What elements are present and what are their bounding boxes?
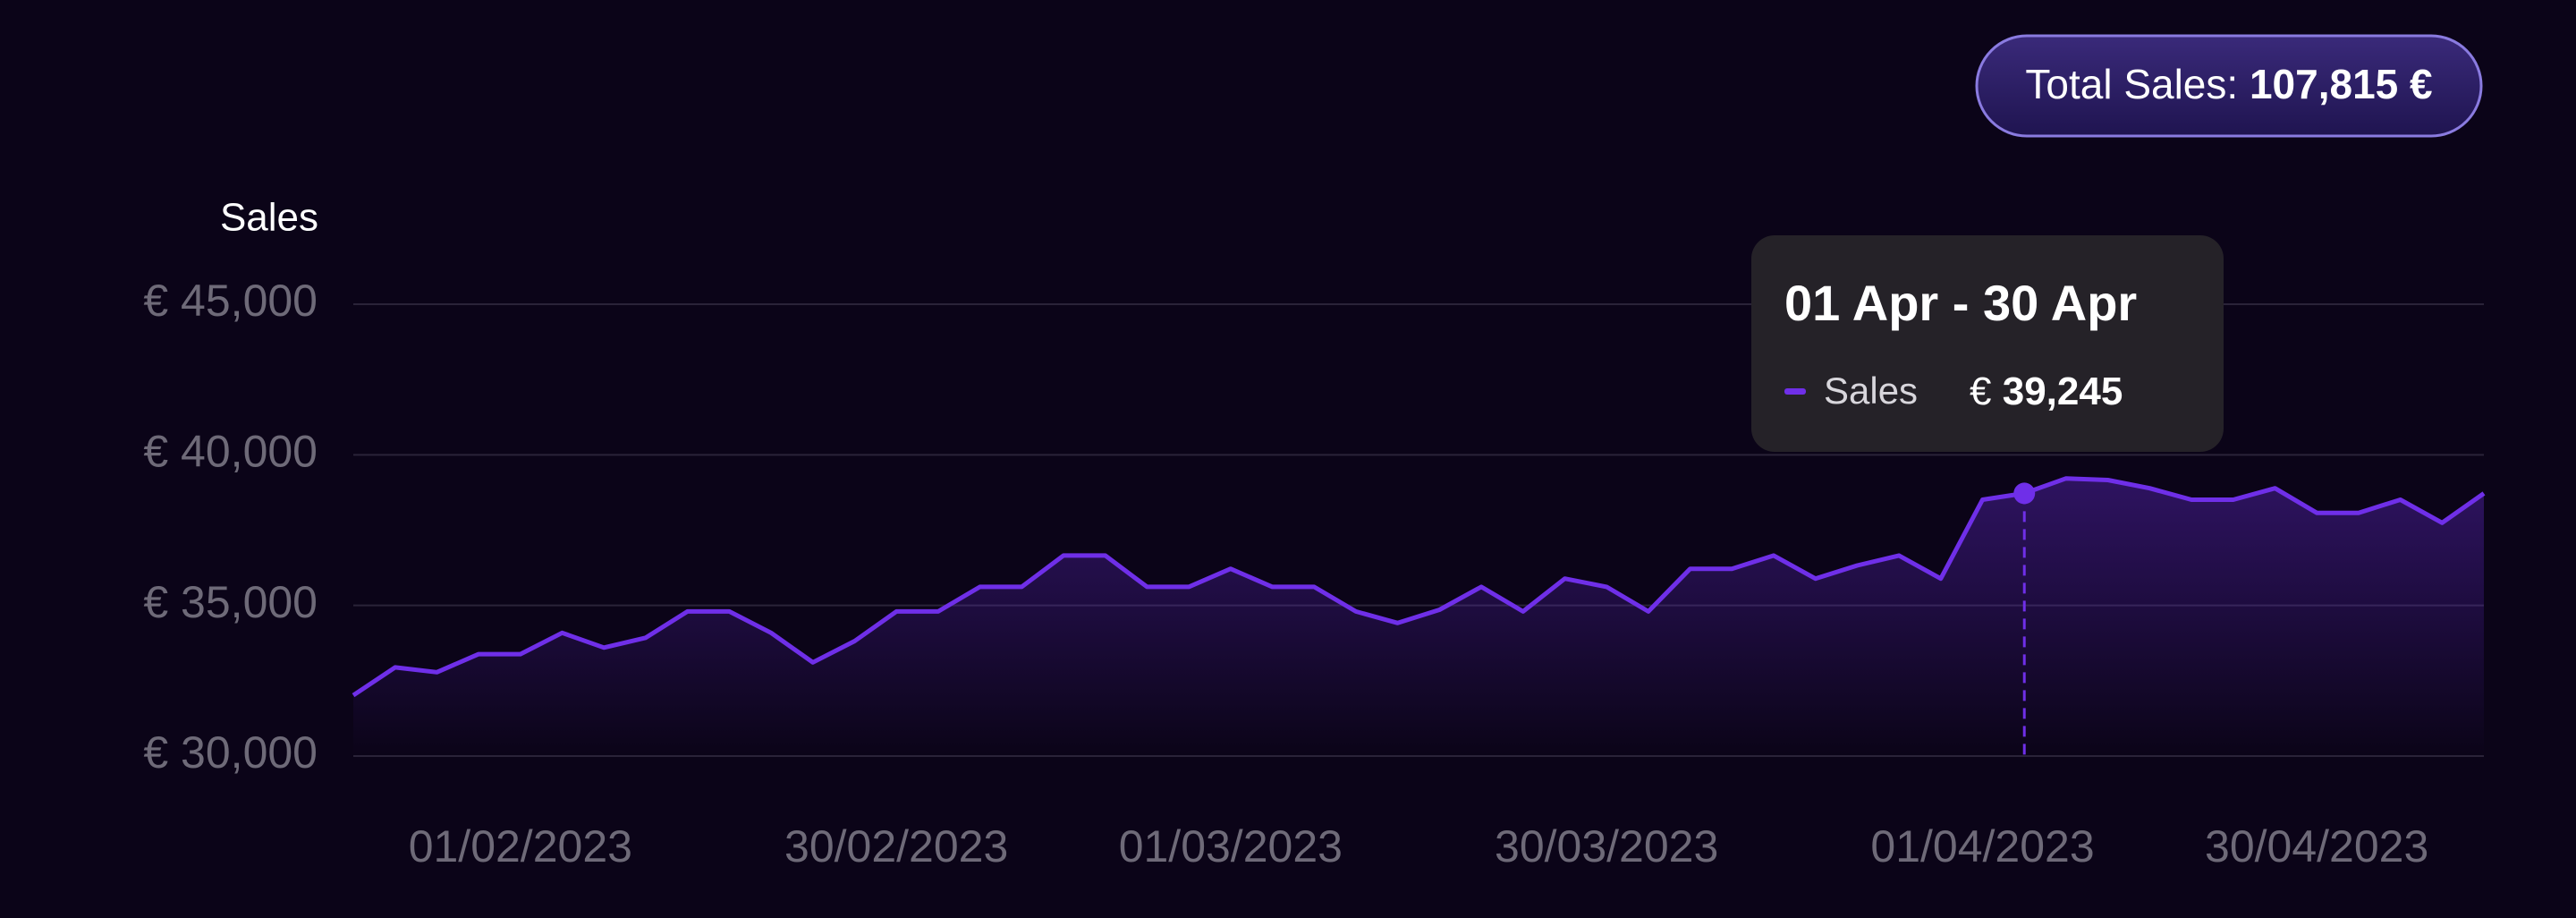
- y-tick-label: € 40,000: [143, 427, 318, 477]
- tooltip-box: [1751, 235, 2224, 452]
- tooltip-value-text: € 39,245: [1970, 370, 2123, 413]
- y-tick-label: € 35,000: [143, 577, 318, 627]
- tooltip: 01 Apr - 30 Apr Sales € 39,245: [1751, 235, 2224, 452]
- badge-text: Total Sales: 107,815 €: [2025, 61, 2432, 107]
- x-tick-label: 01/03/2023: [1119, 821, 1343, 871]
- tooltip-series: Sales: [1824, 370, 1918, 412]
- badge-box: [1975, 34, 2483, 138]
- x-tick-label: 30/04/2023: [2205, 821, 2428, 871]
- hover-point: [2013, 482, 2036, 505]
- y-axis-title: Sales: [220, 196, 318, 240]
- line: [352, 476, 2486, 698]
- y-tick-label: € 30,000: [143, 727, 318, 778]
- plot-area: € 30,000 € 35,000 € 40,000 € 45,000 01/02/20…: [143, 276, 2486, 871]
- tooltip-value: 39,245: [2003, 370, 2123, 413]
- badge-label: Total Sales:: [2025, 61, 2238, 107]
- total-badge: Total Sales: 107,815 €: [1975, 34, 2483, 138]
- tooltip-currency: €: [1970, 370, 1991, 413]
- y-tick-label: € 45,000: [143, 276, 318, 326]
- x-tick-label: 01/04/2023: [1870, 821, 2094, 871]
- tooltip-legend-swatch: [1784, 388, 1806, 395]
- x-tick-label: 30/03/2023: [1495, 821, 1718, 871]
- x-tick-label: 01/02/2023: [409, 821, 632, 871]
- tooltip-title: 01 Apr - 30 Apr: [1784, 275, 2137, 331]
- x-tick-label: 30/02/2023: [784, 821, 1008, 871]
- badge-value: 107,815 €: [2250, 61, 2433, 107]
